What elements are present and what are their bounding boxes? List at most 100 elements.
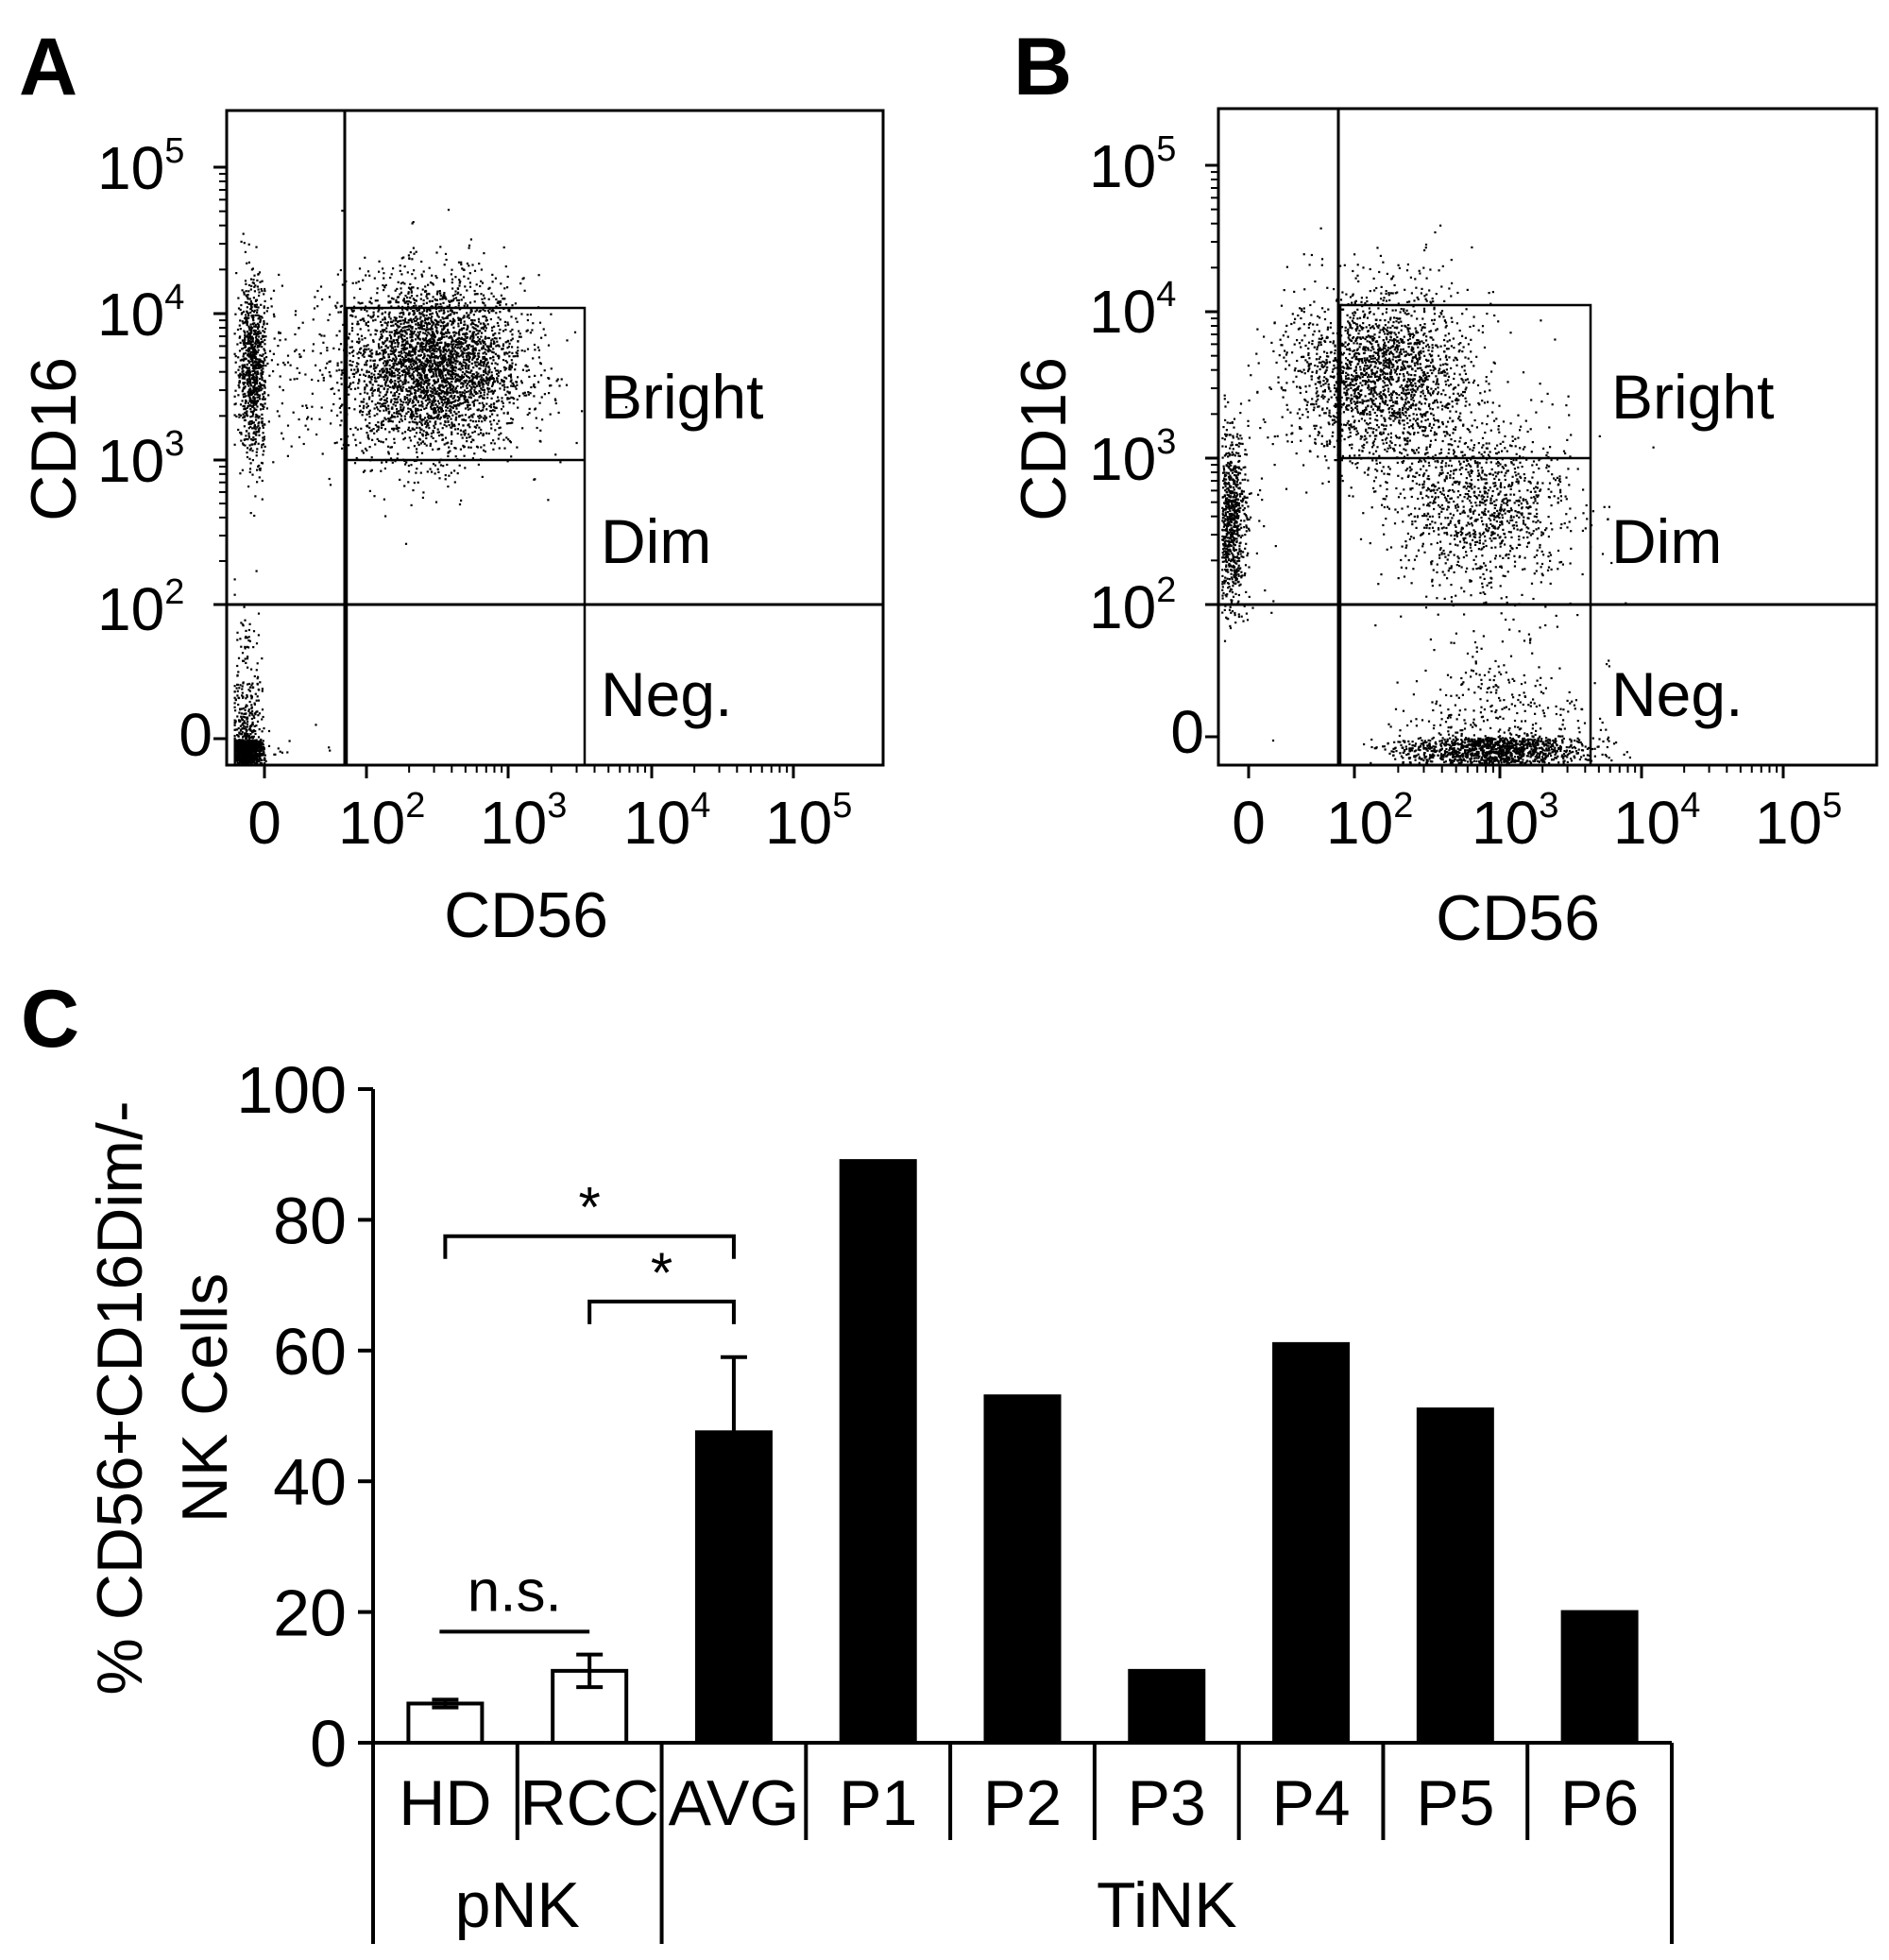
panel-a-event-dot [500, 408, 503, 411]
panel-a-event-dot [384, 399, 387, 401]
panel-a-event-dot [255, 699, 258, 702]
panel-a-event-dot [438, 346, 441, 349]
panel-a-event-dot [497, 396, 500, 399]
panel-a-event-dot [407, 254, 410, 257]
panel-a-event-dot [411, 346, 414, 349]
panel-a-event-dot [492, 351, 495, 354]
panel-a-event-dot [418, 431, 421, 434]
panel-a-event-dot [368, 426, 371, 429]
panel-a-event-dot [405, 387, 408, 391]
panel-a-event-dot [499, 369, 502, 373]
panel-a-event-dot [407, 481, 410, 484]
panel-a-event-dot [431, 345, 434, 348]
panel-a-event-dot [447, 419, 450, 422]
panel-a-event-dot [341, 283, 344, 286]
panel-a-event-dot [430, 316, 433, 319]
panel-a-event-dot [251, 326, 254, 329]
panel-a-event-dot [362, 279, 365, 281]
panel-a-event-dot [311, 405, 314, 408]
panel-a-event-dot [444, 420, 447, 423]
panel-a-event-dot [475, 333, 478, 336]
panel-a-event-dot [484, 343, 486, 346]
panel-a-event-dot [414, 394, 417, 397]
panel-a-event-dot [421, 440, 425, 443]
panel-a-event-dot [492, 391, 495, 394]
panel-a-event-dot [441, 359, 444, 362]
panel-a-event-dot [446, 406, 450, 409]
panel-a-event-dot [241, 652, 245, 655]
panel-a-event-dot [485, 349, 487, 351]
panel-a-event-dot [247, 421, 250, 424]
panel-a-event-dot [505, 436, 508, 439]
panel-a-event-dot [489, 403, 493, 406]
panel-a-event-dot [507, 323, 510, 326]
panel-a-event-dot [502, 438, 505, 441]
panel-a-event-dot [510, 376, 513, 379]
panel-a-event-dot [235, 272, 238, 275]
panel-a-event-dot [398, 377, 400, 380]
panel-a-event-dot [264, 359, 266, 362]
panel-a-event-dot [448, 344, 451, 347]
panel-a-event-dot [253, 702, 256, 705]
panel-a-event-dot [419, 388, 422, 391]
panel-a-event-dot [459, 429, 462, 432]
panel-a-event-dot [496, 372, 499, 376]
panel-a-event-dot [236, 683, 239, 687]
panel-a-event-dot [428, 359, 431, 363]
panel-a-event-dot [247, 709, 250, 712]
panel-a-event-dot [502, 384, 504, 387]
panel-a-event-dot [389, 457, 393, 460]
panel-a-event-dot [388, 333, 391, 337]
panel-a-event-dot [453, 390, 456, 393]
panel-a-event-dot [242, 413, 245, 416]
panel-a-event-dot [396, 338, 400, 341]
panel-a-event-dot [424, 400, 427, 402]
panel-a-event-dot [249, 278, 253, 281]
panel-a-event-dot [464, 396, 467, 399]
panel-a-event-dot [438, 384, 441, 387]
panel-a-event-dot [249, 323, 252, 326]
panel-a-event-dot [448, 377, 451, 380]
panel-a-event-dot [415, 389, 417, 392]
panel-a-event-dot [238, 416, 241, 418]
panel-a-event-dot [388, 311, 391, 314]
panel-a-event-dot [451, 287, 454, 290]
panel-a-event-dot [493, 442, 496, 445]
panel-a-event-dot [381, 461, 383, 464]
panel-a-event-dot [443, 311, 446, 314]
panel-a-label: A [19, 22, 77, 112]
panel-a-event-dot [353, 408, 356, 411]
panel-a-event-dot [263, 423, 265, 426]
panel-a-event-dot [453, 366, 456, 369]
panel-a-event-dot [479, 378, 482, 381]
panel-a-event-dot [279, 332, 281, 334]
panel-a-event-dot [423, 355, 426, 358]
panel-a-event-dot [242, 382, 245, 384]
panel-a-event-dot [431, 400, 434, 402]
panel-a-event-dot [428, 328, 431, 331]
panel-a-event-dot [253, 379, 256, 382]
panel-a-event-dot [421, 347, 424, 349]
panel-a-event-dot [307, 428, 310, 431]
panel-a-event-dot [247, 370, 250, 373]
panel-a-event-dot [247, 354, 250, 357]
panel-a-event-dot [377, 389, 380, 392]
panel-a-event-dot [550, 367, 553, 370]
panel-a-event-dot [366, 413, 368, 416]
panel-a-event-dot [234, 355, 237, 358]
panel-a-event-dot [337, 389, 340, 392]
panel-a-event-dot [418, 416, 421, 418]
panel-a-event-dot [468, 344, 471, 347]
panel-a-event-dot [408, 300, 411, 303]
panel-a-event-dot [417, 367, 419, 370]
panel-a-event-dot [409, 367, 412, 370]
panel-a-event-dot [403, 338, 406, 341]
panel-a-event-dot [384, 407, 387, 410]
panel-a-event-dot [240, 240, 243, 243]
panel-a-event-dot [507, 339, 510, 342]
panel-a-event-dot [472, 373, 475, 376]
panel-a-event-dot [255, 418, 258, 421]
panel-a-event-dot [420, 273, 423, 276]
panel-a-event-dot [442, 317, 445, 320]
panel-a-event-dot [475, 341, 478, 344]
